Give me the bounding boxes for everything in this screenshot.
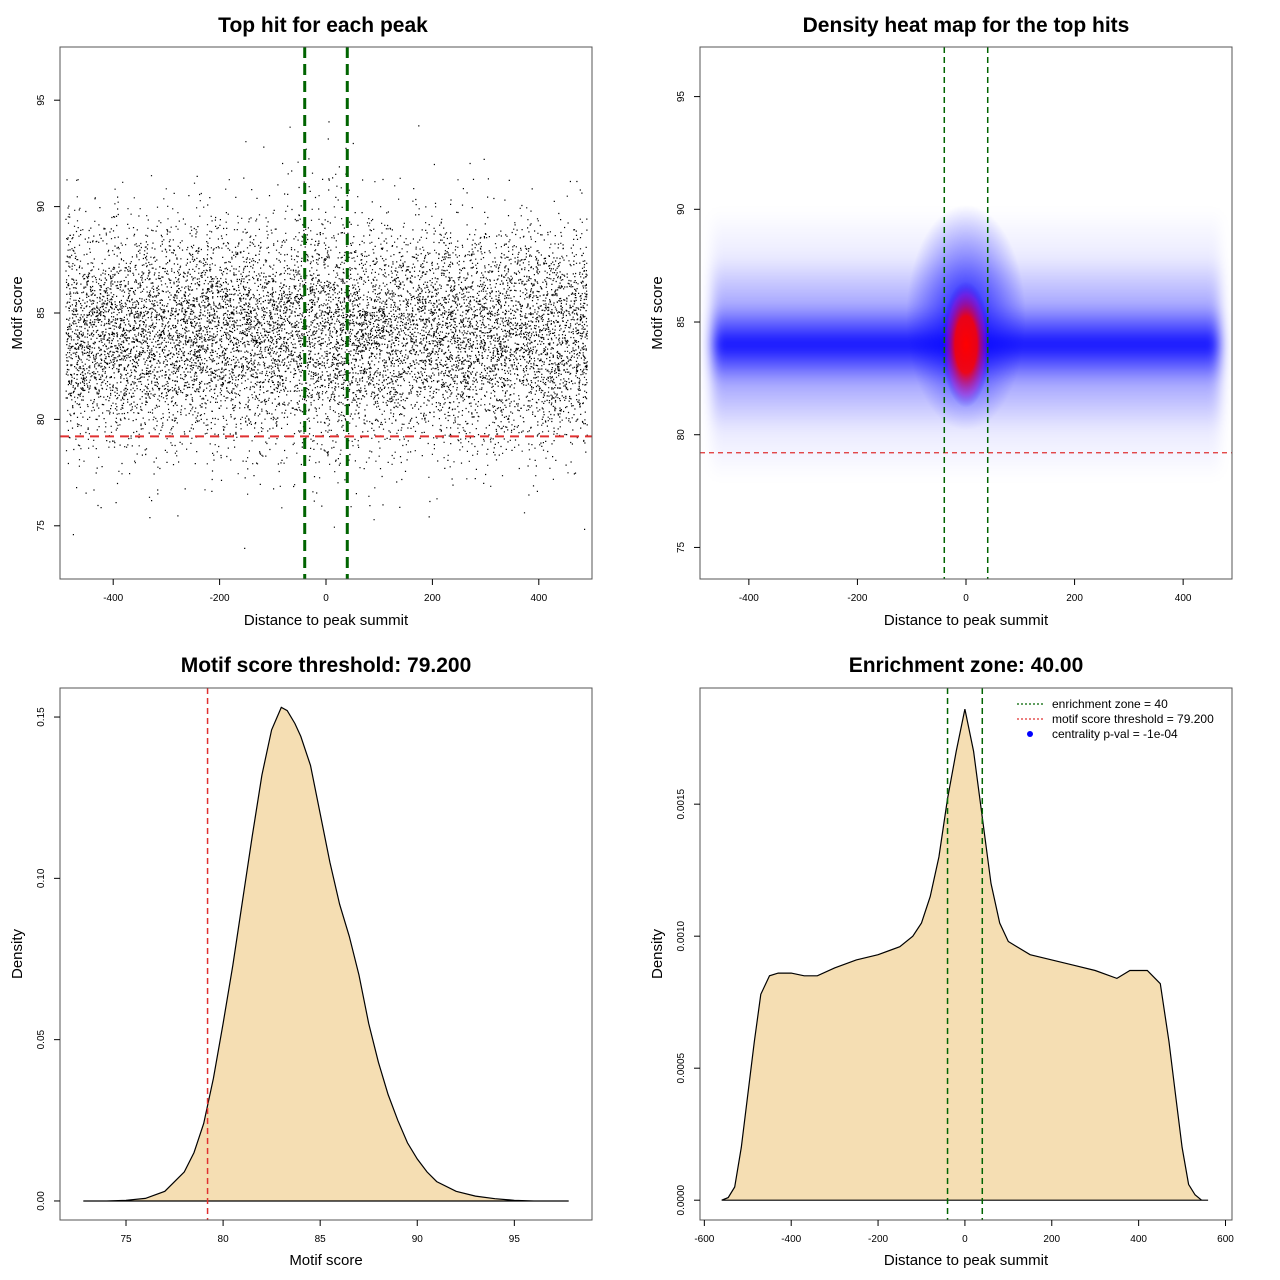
score-density-ylabel: Density — [9, 928, 26, 979]
y-tick-label: 0.00 — [36, 1191, 47, 1211]
legend-pval-label: centrality p-val = -1e-04 — [1052, 727, 1178, 741]
score-density-area — [83, 706, 569, 1202]
scatter-ylabel: Motif score — [9, 276, 26, 349]
heatmap-x-axis: -400 -200 0 200 400 — [739, 579, 1192, 604]
heatmap-panel: Density heat map for the top hits -400 -2… — [649, 14, 1233, 629]
x-tick-label: -400 — [103, 593, 123, 604]
heatmap-density — [700, 47, 1232, 579]
score-density-x-axis: 75 80 85 90 95 — [120, 1220, 520, 1245]
x-tick-label: -400 — [781, 1234, 801, 1245]
scatter-x-axis: -400 -200 0 200 400 — [103, 579, 548, 604]
heatmap-density-peak — [941, 281, 991, 408]
score-density-panel: Motif score threshold: 79.200 75 80 85 90 95… — [9, 654, 593, 1269]
heatmap-ylabel: Motif score — [649, 276, 666, 349]
x-tick-label: 200 — [424, 593, 441, 604]
distance-density-plot-frame — [699, 687, 1233, 1221]
y-tick-label: 0.0015 — [676, 788, 687, 819]
y-tick-label: 80 — [676, 429, 687, 441]
y-tick-label: 0.0005 — [676, 1052, 687, 1083]
y-tick-label: 75 — [36, 520, 47, 532]
y-tick-label: 0.0010 — [676, 920, 687, 951]
y-tick-label: 0.15 — [36, 707, 47, 727]
y-tick-label: 75 — [676, 541, 687, 553]
score-density-y-axis: 0.00 0.05 0.10 0.15 — [36, 707, 60, 1211]
y-tick-label: 90 — [36, 201, 47, 213]
x-tick-label: 400 — [1130, 1234, 1147, 1245]
x-tick-label: -200 — [868, 1234, 888, 1245]
distance-density-panel: Enrichment zone: 40.00 -600 -400 -200 0 200 4… — [649, 654, 1234, 1269]
scatter-points — [65, 121, 588, 550]
x-tick-label: 80 — [218, 1234, 230, 1245]
x-tick-label: -200 — [210, 593, 230, 604]
legend-threshold-label: motif score threshold = 79.200 — [1052, 712, 1214, 726]
x-tick-label: 95 — [509, 1234, 521, 1245]
score-density-xlabel: Motif score — [289, 1252, 362, 1269]
y-tick-label: 95 — [36, 94, 47, 106]
x-tick-label: 0 — [963, 593, 969, 604]
distance-density-title: Enrichment zone: 40.00 — [849, 654, 1084, 677]
x-tick-label: 400 — [1175, 593, 1192, 604]
x-tick-label: -600 — [694, 1234, 714, 1245]
y-tick-label: 80 — [36, 413, 47, 425]
distance-density-legend: enrichment zone = 40 motif score thresho… — [1017, 697, 1214, 741]
y-tick-label: 95 — [676, 91, 687, 103]
heatmap-y-axis: 75 80 85 90 95 — [676, 91, 700, 553]
x-tick-label: 90 — [412, 1234, 424, 1245]
x-tick-label: 200 — [1043, 1234, 1060, 1245]
distance-density-ylabel: Density — [649, 928, 666, 979]
distance-density-xlabel: Distance to peak summit — [884, 1252, 1049, 1269]
y-tick-label: 0.0000 — [676, 1184, 687, 1215]
scatter-panel: Top hit for each peak -400 -200 0 200 400 75… — [9, 14, 593, 629]
scatter-y-axis: 75 80 85 90 95 — [36, 94, 60, 531]
distance-density-area — [721, 708, 1209, 1201]
y-tick-label: 0.10 — [36, 868, 47, 888]
distance-density-x-axis: -600 -400 -200 0 200 400 600 — [694, 1220, 1234, 1245]
scatter-title: Top hit for each peak — [218, 14, 428, 37]
heatmap-title: Density heat map for the top hits — [803, 14, 1130, 37]
scatter-xlabel: Distance to peak summit — [244, 612, 409, 629]
x-tick-label: -400 — [739, 593, 759, 604]
x-tick-label: 600 — [1217, 1234, 1234, 1245]
y-tick-label: 0.05 — [36, 1029, 47, 1049]
x-tick-label: 0 — [962, 1234, 968, 1245]
y-tick-label: 90 — [676, 203, 687, 215]
legend-enrichment-zone-label: enrichment zone = 40 — [1052, 697, 1168, 711]
score-density-plot-frame — [59, 687, 593, 1221]
x-tick-label: 200 — [1066, 593, 1083, 604]
x-tick-label: 400 — [530, 593, 547, 604]
heatmap-xlabel: Distance to peak summit — [884, 612, 1049, 629]
x-tick-label: 85 — [315, 1234, 327, 1245]
y-tick-label: 85 — [36, 307, 47, 319]
y-tick-label: 85 — [676, 316, 687, 328]
legend-pval-swatch — [1027, 731, 1033, 737]
x-tick-label: 0 — [323, 593, 329, 604]
x-tick-label: 75 — [120, 1234, 132, 1245]
score-density-title: Motif score threshold: 79.200 — [181, 654, 472, 677]
distance-density-y-axis: 0.0000 0.0005 0.0010 0.0015 — [676, 788, 700, 1215]
scatter-point-cloud — [65, 121, 588, 550]
x-tick-label: -200 — [847, 593, 867, 604]
